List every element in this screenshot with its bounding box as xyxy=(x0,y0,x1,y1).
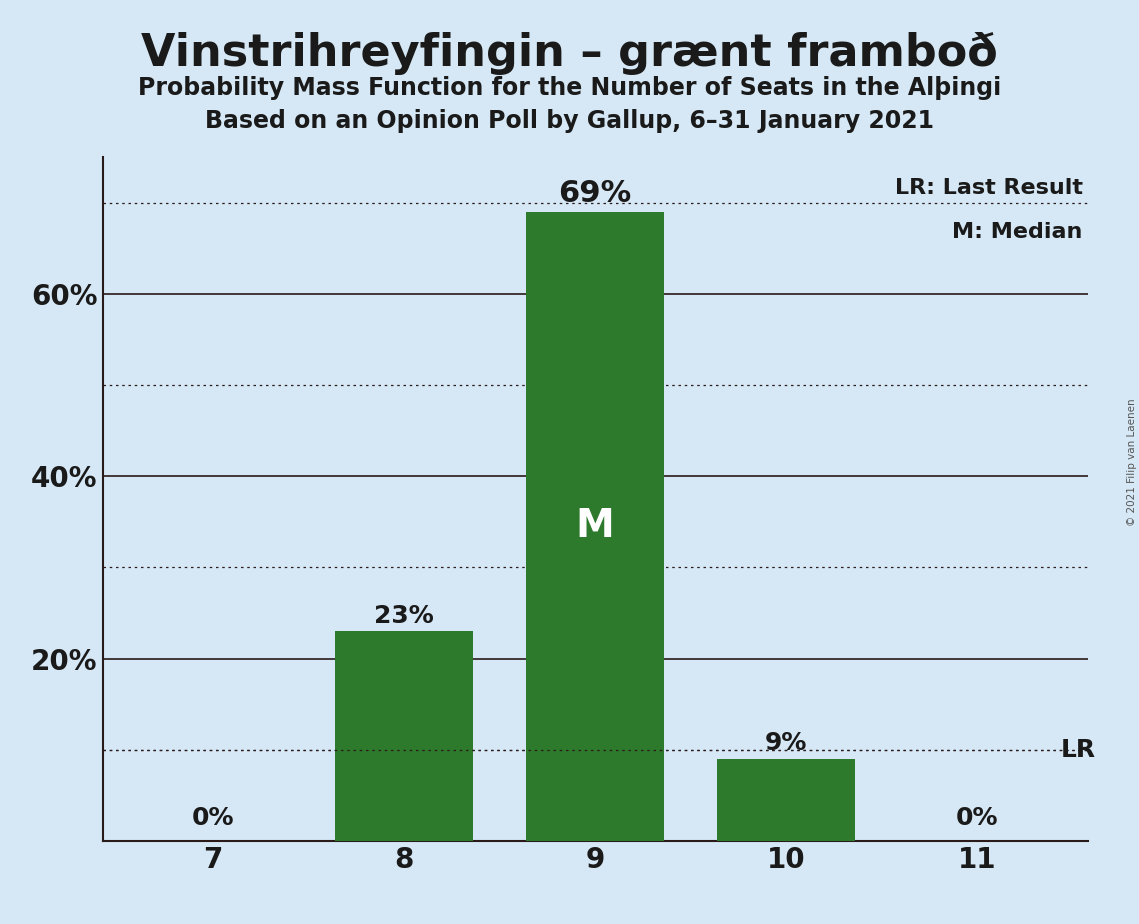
Text: M: Median: M: Median xyxy=(952,222,1083,242)
Text: 0%: 0% xyxy=(956,806,998,830)
Text: M: M xyxy=(575,507,615,545)
Text: Vinstrihreyfingin – grænt framboð: Vinstrihreyfingin – grænt framboð xyxy=(141,32,998,76)
Text: Based on an Opinion Poll by Gallup, 6–31 January 2021: Based on an Opinion Poll by Gallup, 6–31… xyxy=(205,109,934,133)
Bar xyxy=(336,631,473,841)
Text: 0%: 0% xyxy=(192,806,235,830)
Text: LR: LR xyxy=(1062,737,1096,761)
Bar xyxy=(718,759,854,841)
Text: 9%: 9% xyxy=(765,731,808,755)
Bar xyxy=(526,212,664,841)
Text: © 2021 Filip van Laenen: © 2021 Filip van Laenen xyxy=(1126,398,1137,526)
Text: LR: Last Result: LR: Last Result xyxy=(895,177,1083,198)
Text: 23%: 23% xyxy=(375,603,434,627)
Text: 69%: 69% xyxy=(558,179,632,208)
Text: Probability Mass Function for the Number of Seats in the Alþingi: Probability Mass Function for the Number… xyxy=(138,76,1001,100)
